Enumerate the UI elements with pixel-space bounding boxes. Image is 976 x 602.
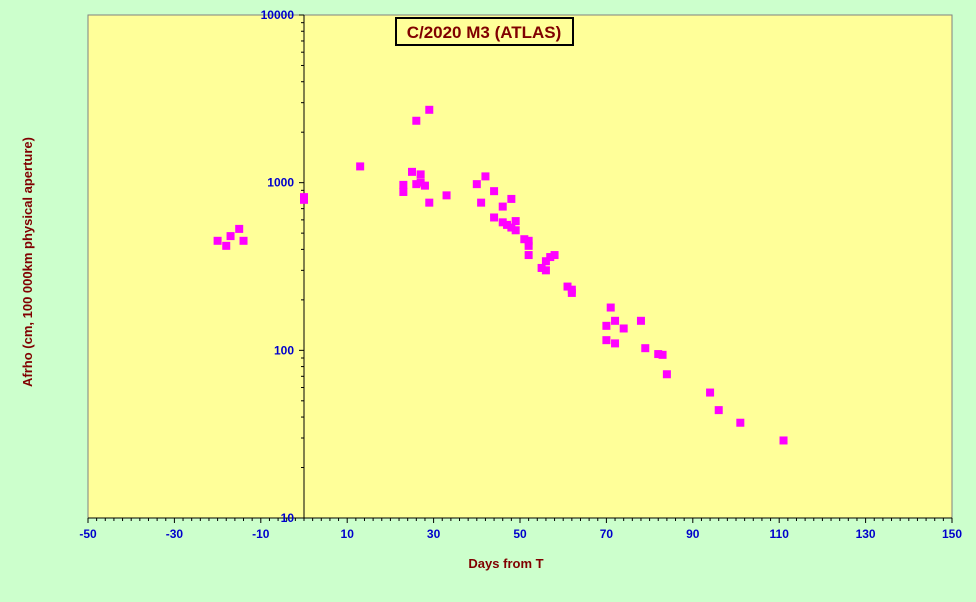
data-point [550, 251, 559, 260]
data-point [399, 187, 408, 196]
x-tick-label: 10 [341, 527, 355, 541]
x-tick-label: -30 [166, 527, 184, 541]
data-point [498, 218, 507, 227]
data-point [537, 263, 546, 272]
data-point [412, 116, 421, 125]
x-axis-title: Days from T [468, 556, 543, 571]
data-point [606, 303, 615, 312]
x-tick-label: 110 [770, 527, 790, 541]
data-point [472, 180, 481, 189]
data-point [641, 344, 650, 353]
data-point [602, 321, 611, 330]
chart-title-border [395, 17, 574, 46]
data-point [507, 194, 516, 203]
data-point [524, 241, 533, 250]
data-point [511, 226, 520, 235]
data-point [408, 167, 416, 176]
data-point [490, 187, 499, 196]
x-tick-label: 30 [427, 527, 441, 541]
data-point [503, 220, 512, 229]
data-point [714, 406, 723, 415]
data-point [706, 388, 715, 397]
data-point [541, 257, 550, 266]
data-point [498, 202, 507, 211]
data-point [416, 178, 425, 187]
data-point [490, 213, 499, 222]
y-axis-title: Afrho (cm, 100 000km physical aperture) [20, 137, 35, 387]
data-point [602, 336, 611, 345]
data-point [524, 251, 533, 260]
y-tick-label: 10000 [261, 8, 295, 22]
data-point [507, 223, 516, 232]
x-tick-label: 130 [856, 527, 876, 541]
data-point [477, 198, 486, 207]
data-point [662, 370, 671, 379]
data-point [356, 162, 365, 171]
data-point [213, 236, 222, 245]
data-point [567, 285, 576, 294]
x-tick-label: -10 [252, 527, 270, 541]
data-point [226, 232, 235, 241]
x-tick-label: 70 [600, 527, 614, 541]
tick-labels: -50 -30 -10 10 30 50 70 90 110 130 150 10 100 1000 100… [79, 8, 962, 541]
data-point [239, 236, 248, 245]
data-point [779, 436, 788, 445]
data-points [213, 105, 788, 445]
data-point [399, 180, 408, 189]
data-point [611, 316, 620, 325]
y-tick-label: 10 [281, 511, 295, 525]
data-point [619, 324, 628, 333]
chart-title-box: C/2020 M3 (ATLAS) [395, 17, 574, 46]
data-point [235, 224, 244, 233]
x-tick-label: 150 [942, 527, 962, 541]
data-point [520, 235, 529, 244]
data-point [511, 217, 520, 226]
data-point [442, 191, 451, 200]
x-tick-label: 90 [686, 527, 700, 541]
x-tick-label: 50 [513, 527, 527, 541]
data-point [611, 339, 620, 348]
data-point [425, 105, 434, 114]
data-point [300, 195, 308, 204]
chart-title: C/2020 M3 (ATLAS) [407, 23, 562, 42]
axes [87, 14, 953, 523]
data-point [563, 282, 572, 291]
data-point [425, 198, 434, 207]
data-point [416, 170, 425, 179]
y-tick-label: 100 [274, 343, 294, 357]
data-point [654, 350, 663, 359]
data-point [736, 418, 745, 427]
y-tick-label: 1000 [267, 176, 294, 190]
data-point [546, 253, 555, 262]
data-point [412, 180, 421, 189]
data-point [222, 241, 231, 250]
data-point [658, 350, 667, 359]
data-point [541, 266, 550, 275]
data-point [420, 181, 429, 190]
data-point [524, 236, 533, 245]
plot-area [87, 14, 953, 519]
x-tick-label: -50 [79, 527, 97, 541]
data-point [481, 172, 490, 181]
data-point [636, 316, 645, 325]
